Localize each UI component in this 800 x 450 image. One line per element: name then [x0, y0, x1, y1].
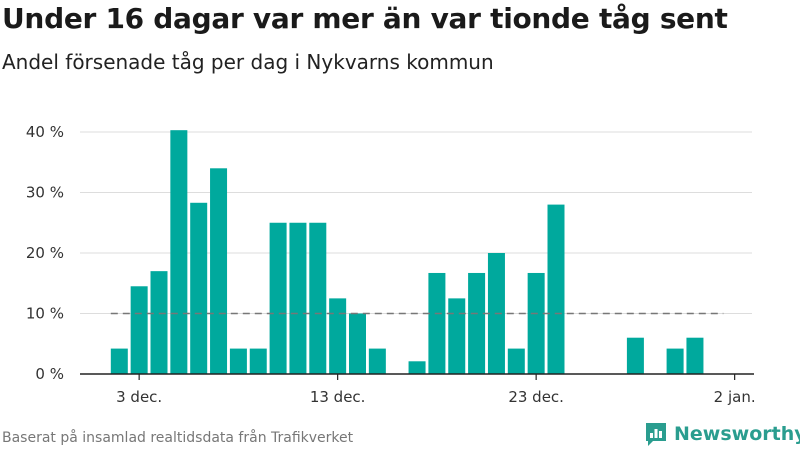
y-tick-label: 0 %	[35, 365, 64, 383]
bar-chart-badge-icon	[646, 423, 666, 446]
newsworthy-logo[interactable]: Newsworthy	[644, 420, 800, 448]
y-tick-label: 30 %	[26, 184, 64, 202]
x-tick-label: 13 dec.	[310, 388, 366, 406]
x-tick-label: 23 dec.	[508, 388, 564, 406]
bar	[309, 222, 327, 374]
bar	[547, 204, 565, 374]
x-tick-label: 3 dec.	[116, 388, 162, 406]
bar	[249, 348, 267, 374]
bar	[229, 348, 247, 374]
bar	[329, 298, 347, 374]
bar	[210, 168, 228, 374]
bar	[626, 337, 644, 374]
y-tick-label: 20 %	[26, 244, 64, 262]
bar	[428, 272, 446, 374]
y-tick-label: 40 %	[26, 123, 64, 141]
y-tick-label: 10 %	[26, 305, 64, 323]
bar	[686, 337, 704, 374]
bar	[190, 202, 208, 374]
bar	[666, 348, 684, 374]
chart-title: Under 16 dagar var mer än var tionde tåg…	[2, 2, 728, 35]
bar	[448, 298, 466, 374]
bar	[468, 272, 486, 374]
bar	[368, 348, 386, 374]
bar	[170, 130, 188, 374]
bar	[289, 222, 307, 374]
bar	[269, 222, 287, 374]
bar	[408, 361, 426, 374]
source-note: Baserat på insamlad realtidsdata från Tr…	[2, 430, 354, 446]
bar	[130, 286, 148, 374]
bar	[150, 271, 168, 374]
x-tick-label: 2 jan.	[714, 388, 756, 406]
bar	[110, 348, 128, 374]
bar	[507, 348, 525, 374]
bar	[527, 272, 545, 374]
brand-name: Newsworthy	[674, 423, 800, 445]
bar	[349, 313, 366, 374]
chart-subtitle: Andel försenade tåg per dag i Nykvarns k…	[2, 50, 494, 74]
